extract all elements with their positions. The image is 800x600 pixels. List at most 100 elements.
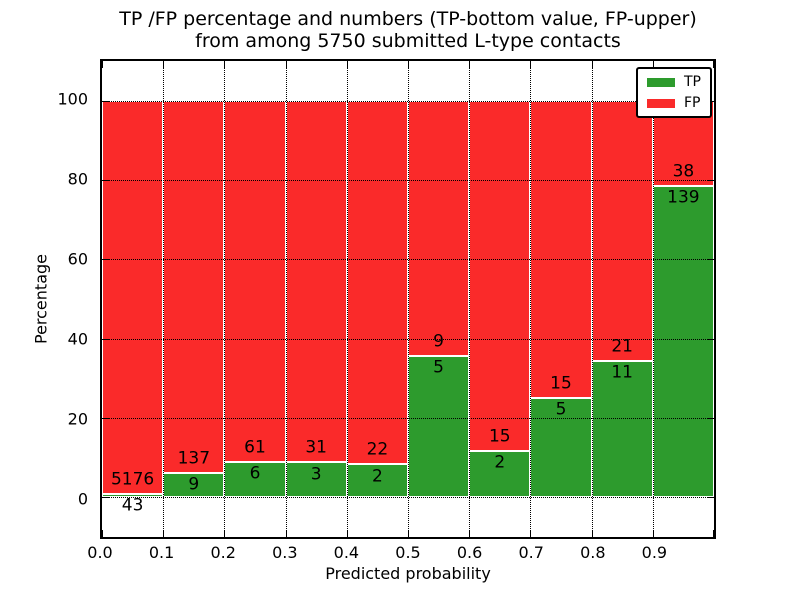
gridline-x	[285, 61, 287, 537]
tp-legend-swatch	[647, 77, 675, 87]
y-tick-label: 100	[57, 89, 88, 109]
tp-count-label: 6	[249, 463, 261, 484]
tp-count-label: 9	[188, 474, 200, 495]
x-tick-mark	[469, 530, 471, 537]
y-tick-mark	[707, 259, 714, 261]
tp-bar-segment	[102, 494, 164, 498]
x-tick-label: 0.2	[210, 543, 236, 562]
tp-bar-segment	[408, 355, 470, 498]
fp-bar-segment	[530, 100, 592, 399]
y-tick-mark	[102, 180, 109, 181]
grid-layer	[102, 61, 714, 537]
legend-item-fp: FP	[647, 96, 701, 110]
y-tick-mark	[102, 338, 109, 340]
x-tick-mark	[408, 61, 409, 68]
y-tick-labels: 0 20 40 60 80 100	[0, 59, 92, 539]
x-tick-mark	[408, 530, 409, 537]
x-tick-label: 0.0	[87, 543, 113, 562]
fp-count-label: 5176	[110, 469, 155, 490]
x-tick-mark	[530, 61, 532, 68]
tp-bar-segment	[652, 185, 714, 498]
gridline-x	[346, 61, 348, 537]
x-tick-label: 0.9	[641, 543, 668, 562]
fp-count-label: 31	[305, 437, 328, 458]
x-axis-label: Predicted probability	[325, 564, 491, 583]
tp-count-label: 2	[371, 466, 383, 487]
tp-count-label: 5	[555, 399, 567, 420]
y-tick-mark	[707, 497, 714, 499]
tp-bar-segment	[346, 464, 408, 498]
chart-title: TP /FP percentage and numbers (TP-bottom…	[100, 8, 716, 52]
y-tick-mark	[102, 497, 109, 499]
gridline-x	[469, 61, 471, 537]
x-tick-mark	[224, 61, 226, 68]
gridline-x	[591, 61, 593, 537]
x-tick-label: 0.6	[456, 543, 483, 562]
x-tick-mark	[224, 530, 226, 537]
y-tick-label: 40	[67, 329, 88, 349]
x-tick-mark	[530, 530, 532, 537]
x-tick-mark	[346, 61, 348, 68]
gridline-x	[224, 61, 226, 537]
fp-count-label: 9	[433, 331, 445, 352]
gridline-x	[408, 61, 409, 537]
tp-bar-segment	[163, 472, 225, 498]
tp-count-label: 11	[611, 362, 634, 383]
chart-title-line2: from among 5750 submitted L-type contact…	[195, 30, 621, 52]
y-tick-label: 0	[77, 489, 88, 509]
tp-bar-segment	[469, 450, 531, 498]
x-tick-mark	[285, 530, 287, 537]
x-tick-label: 0.5	[395, 543, 421, 562]
x-tick-mark	[591, 530, 593, 537]
x-tick-mark	[591, 61, 593, 68]
fp-count-label: 21	[611, 336, 634, 357]
fp-legend-swatch	[647, 98, 675, 108]
y-tick-mark	[102, 418, 109, 419]
x-tick-labels: 0.0 0.1 0.2 0.3 0.4 0.5 0.6 0.7 0.8 0.9	[87, 543, 716, 563]
fp-count-label: 38	[672, 161, 695, 182]
tp-count-label: 3	[310, 464, 322, 485]
tp-bar-segment	[591, 360, 653, 498]
tp-bar-segment	[530, 398, 592, 498]
fp-count-label: 22	[366, 439, 389, 460]
x-tick-mark	[163, 61, 165, 68]
tp-count-label: 2	[494, 452, 506, 473]
x-tick-label: 0.4	[333, 543, 360, 562]
x-tick-mark	[652, 530, 654, 537]
y-tick-mark	[707, 418, 714, 419]
fp-bar-segment	[102, 100, 164, 495]
legend: TP FP	[636, 67, 712, 118]
x-tick-label: 0.3	[272, 543, 298, 562]
y-tick-label: 60	[67, 249, 88, 269]
ticks-layer	[102, 61, 714, 537]
x-tick-label: 0.8	[580, 543, 606, 562]
x-tick-mark	[102, 530, 103, 537]
x-tick-label: 0.1	[148, 543, 175, 562]
y-tick-mark	[102, 100, 109, 102]
tp-legend-label: TP	[684, 74, 701, 90]
fp-bar-segment	[224, 100, 286, 462]
y-tick-label: 80	[67, 169, 88, 189]
x-tick-mark	[469, 61, 471, 68]
plot-area: 5176 43 137 9 61 6 31 3 22 2 9 5 15 2 15 5 21 11 38 139 TP …	[100, 59, 716, 539]
y-tick-mark	[707, 180, 714, 181]
bar-count-labels-layer: 5176 43 137 9 61 6 31 3 22 2 9 5 15 2 15 5 21 11 38 139	[102, 61, 714, 537]
fp-bar-segment	[346, 100, 408, 465]
x-tick-mark	[285, 61, 287, 68]
fp-count-label: 15	[488, 426, 511, 447]
chart-title-line1: TP /FP percentage and numbers (TP-bottom…	[119, 8, 697, 30]
gridline-x	[163, 61, 165, 537]
x-tick-mark	[713, 61, 714, 68]
y-tick-label: 20	[67, 409, 88, 429]
tp-bar-segment	[285, 462, 347, 498]
bars-layer	[102, 61, 714, 537]
x-tick-mark	[102, 61, 103, 68]
x-tick-mark	[713, 530, 714, 537]
gridline-x	[652, 61, 654, 537]
x-tick-label: 0.7	[518, 543, 544, 562]
fp-bar-segment	[591, 100, 653, 361]
gridline-x	[530, 61, 532, 537]
tp-count-label: 5	[433, 357, 445, 378]
tp-count-label: 43	[121, 495, 144, 516]
